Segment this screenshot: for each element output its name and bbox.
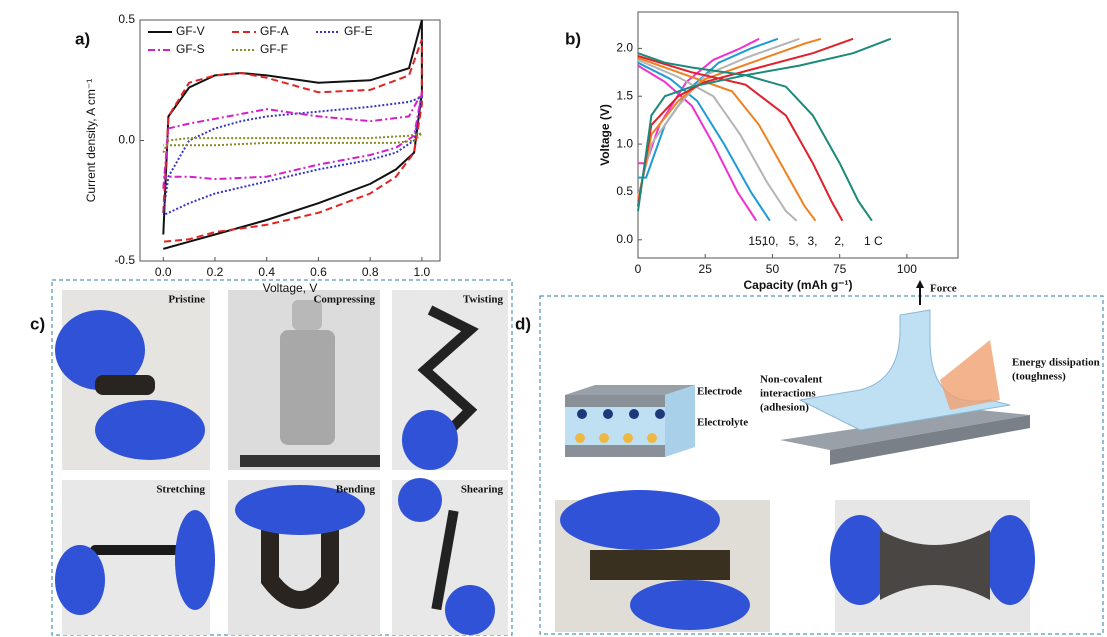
anion: [623, 433, 633, 443]
legend-label: GF-V: [176, 24, 205, 38]
y-tick-label: 1.5: [616, 88, 633, 102]
photo-label: Stretching: [156, 484, 205, 496]
diagram-label: (adhesion): [760, 402, 809, 414]
anion: [599, 433, 609, 443]
glove: [560, 490, 720, 550]
diagram-label: Force: [930, 283, 957, 295]
diagram-label: Electrolyte: [697, 417, 748, 429]
y-tick-label: 1.0: [616, 136, 633, 150]
series-label: 10,: [762, 234, 779, 248]
weight: [280, 330, 335, 445]
panel-label: c): [30, 314, 45, 333]
series-line: [163, 97, 422, 215]
x-tick-label: 0.2: [207, 265, 224, 279]
dissipation-zone: [940, 340, 1000, 410]
series-label: 1 C: [864, 234, 883, 248]
y-tick-label: 2.0: [616, 41, 633, 55]
photo-grid: [55, 290, 508, 635]
cation: [577, 409, 587, 419]
photo-label: Bending: [336, 484, 376, 496]
x-tick-label: 75: [833, 262, 847, 276]
electrode: [565, 445, 665, 457]
anion: [575, 433, 585, 443]
diagram-label: (toughness): [1012, 371, 1066, 383]
cation: [629, 409, 639, 419]
x-tick-label: 1.0: [414, 265, 431, 279]
sample: [590, 550, 730, 580]
panel-label: d): [515, 314, 531, 333]
series-label: 3,: [807, 234, 817, 248]
sample: [240, 455, 380, 467]
x-tick-label: 0.8: [362, 265, 379, 279]
x-tick-label: 0.0: [155, 265, 172, 279]
x-tick-label: 100: [897, 262, 917, 276]
glove: [175, 510, 215, 610]
panel-label: b): [565, 29, 581, 48]
x-tick-label: 0: [635, 262, 642, 276]
y-tick-label: -0.5: [114, 253, 135, 267]
x-tick-label: 0.6: [310, 265, 327, 279]
legend-label: GF-A: [260, 24, 289, 38]
y-axis-label: Current density, A cm⁻¹: [84, 79, 98, 203]
figure: a) b) c) d) Pristine Compressing Twistin…: [0, 0, 1107, 637]
diagram-label: Electrode: [697, 386, 742, 398]
x-axis-label: Capacity (mAh g⁻¹): [743, 278, 852, 292]
series-line: [163, 133, 422, 152]
x-tick-label: 25: [699, 262, 713, 276]
diagram: [555, 280, 1035, 632]
legend-label: GF-E: [344, 24, 373, 38]
diagram-label: Non-covalent: [760, 374, 823, 386]
y-axis-label: Voltage (V): [598, 104, 612, 166]
x-tick-label: 0.4: [258, 265, 275, 279]
force-arrow: [916, 280, 924, 288]
photo-label: Shearing: [461, 484, 504, 496]
glove: [95, 400, 205, 460]
glove: [398, 478, 442, 522]
x-axis-label: Voltage, V: [263, 281, 318, 295]
cation: [655, 409, 665, 419]
legend-label: GF-F: [260, 42, 288, 56]
series-label: 5,: [789, 234, 799, 248]
glove: [630, 580, 750, 630]
diagram-label: Energy dissipation: [1012, 357, 1100, 369]
photo-label: Twisting: [463, 294, 504, 306]
glove: [55, 545, 105, 615]
cation: [603, 409, 613, 419]
sample: [95, 375, 155, 395]
y-tick-label: 0.0: [616, 232, 633, 246]
glove: [985, 515, 1035, 605]
panel-label: a): [75, 29, 90, 48]
photo-label: Pristine: [168, 294, 205, 306]
side: [665, 385, 695, 457]
series-line: [163, 92, 422, 188]
electrode: [565, 395, 665, 407]
y-tick-label: 0.5: [616, 184, 633, 198]
sample: [90, 545, 190, 555]
glove: [402, 410, 458, 470]
glove: [445, 585, 495, 635]
anion: [647, 433, 657, 443]
legend-label: GF-S: [176, 42, 205, 56]
series-label: 2,: [834, 234, 844, 248]
y-tick-label: 0.0: [118, 133, 135, 147]
photo-label: Compressing: [313, 294, 375, 306]
y-tick-label: 0.5: [118, 12, 135, 26]
x-tick-label: 50: [766, 262, 780, 276]
diagram-label: interactions: [760, 388, 816, 400]
